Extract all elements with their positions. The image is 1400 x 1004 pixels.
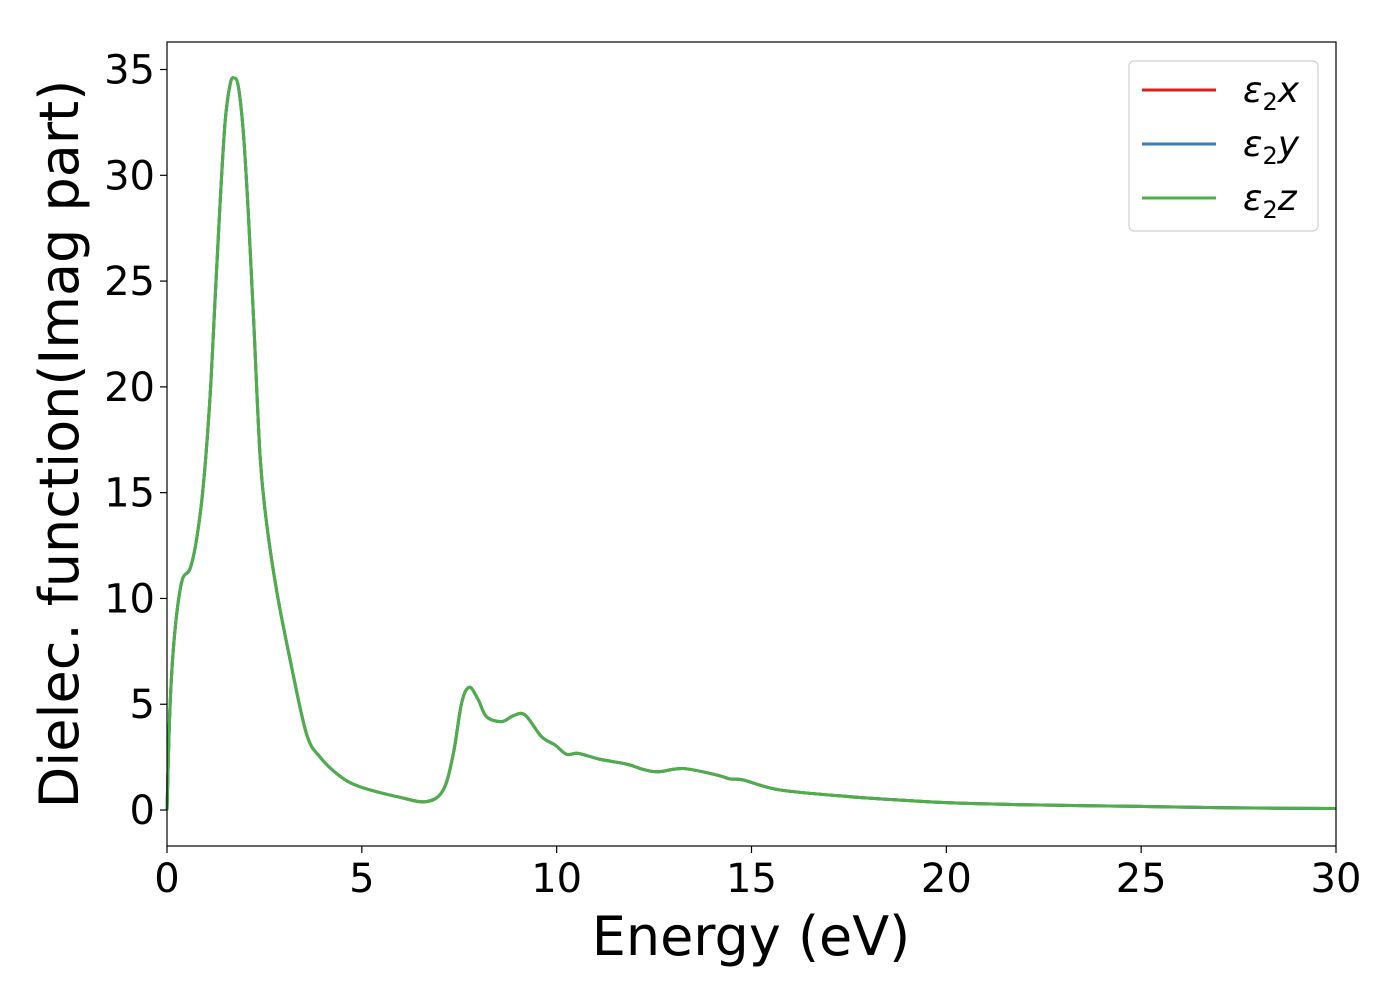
x-tick-label: 5 <box>349 856 374 902</box>
x-axis-label: Energy (eV) <box>592 905 911 968</box>
legend-label-y: ε2y <box>1243 124 1300 170</box>
legend-label-z: ε2z <box>1243 178 1298 224</box>
legend: ε2x ε2y ε2z <box>1128 60 1319 232</box>
x-tick-label: 30 <box>1311 856 1362 902</box>
x-tick-label: 0 <box>154 856 179 902</box>
series-line-z <box>165 76 1337 811</box>
y-tick-label: 5 <box>130 682 155 728</box>
x-axis-ticks: 0 5 10 15 20 25 30 <box>154 846 1361 902</box>
x-tick-label: 25 <box>1116 856 1167 902</box>
y-axis-ticks: 0 5 10 15 20 25 30 35 <box>104 48 167 834</box>
legend-label-x: ε2x <box>1243 70 1300 116</box>
y-tick-label: 35 <box>104 48 155 94</box>
x-tick-label: 15 <box>726 856 777 902</box>
y-tick-label: 20 <box>104 365 155 411</box>
x-tick-label: 10 <box>531 856 582 902</box>
series-lines <box>165 76 1337 811</box>
x-tick-label: 20 <box>921 856 972 902</box>
y-axis-label: Dielec. function(Imag part) <box>28 80 91 809</box>
y-tick-label: 30 <box>104 153 155 199</box>
y-tick-label: 10 <box>104 576 155 622</box>
y-tick-label: 0 <box>130 788 155 834</box>
legend-box <box>1128 60 1319 232</box>
y-tick-label: 25 <box>104 259 155 305</box>
y-tick-label: 15 <box>104 471 155 517</box>
